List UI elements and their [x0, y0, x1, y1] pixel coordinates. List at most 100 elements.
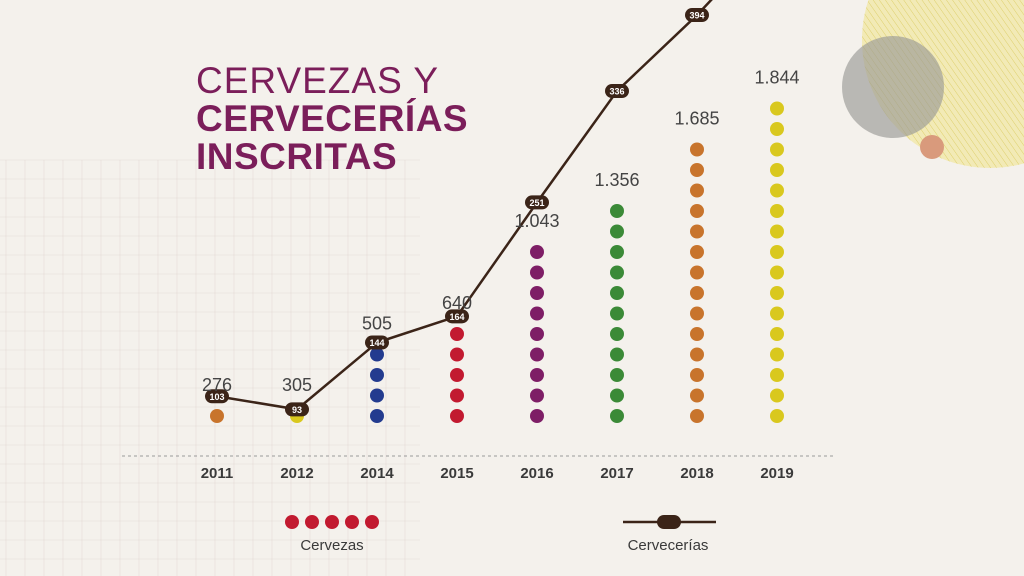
- cervecerias-value-label: 103: [209, 392, 224, 402]
- cervezas-dot: [690, 306, 704, 321]
- x-tick-label: 2014: [360, 465, 394, 482]
- cervecerias-value-label: 336: [609, 87, 624, 97]
- cervezas-dot: [690, 204, 704, 218]
- title-line-1: CERVEZAS Y: [196, 60, 440, 101]
- cervecerias-line-path: [216, 0, 713, 411]
- cervezas-value-label: 1.685: [674, 109, 719, 129]
- cervezas-dot: [690, 163, 704, 177]
- cervezas-value-label: 305: [282, 375, 312, 395]
- cervezas-dot: [770, 183, 784, 198]
- decoration-layer: [842, 0, 1024, 168]
- cervezas-dot: [610, 368, 624, 382]
- cervezas-dot: [770, 388, 784, 403]
- cervezas-dot: [770, 409, 784, 423]
- cervezas-dot: [770, 245, 784, 259]
- cervecerias-value-label: 93: [292, 405, 302, 415]
- legend-cervezas-dot: [305, 515, 319, 529]
- cervezas-dot: [610, 204, 624, 218]
- cervecerias-marker: [525, 195, 549, 210]
- legend-cervezas-label: Cervezas: [300, 537, 363, 554]
- legend-cervezas-dot: [285, 515, 299, 529]
- cervezas-dot: [690, 265, 704, 280]
- cervezas-value-label: 1.356: [594, 170, 639, 190]
- cervezas-dot: [370, 388, 384, 403]
- cervezas-dot: [690, 409, 704, 423]
- cervezas-dot: [530, 388, 544, 403]
- cervezas-dot: [450, 327, 464, 341]
- x-tick-label: 2019: [760, 465, 793, 482]
- cervezas-dot: [530, 286, 544, 300]
- cervezas-dot: [770, 265, 784, 280]
- cervecerias-marker: [445, 309, 469, 324]
- cervezas-dot: [530, 265, 544, 280]
- cervezas-dot: [770, 224, 784, 239]
- cervezas-value-label: 1.844: [754, 68, 799, 88]
- chart-title: CERVEZAS Y CERVECERÍAS INSCRITAS: [196, 62, 468, 176]
- cervezas-dot: [690, 142, 704, 157]
- cervezas-dot: [610, 388, 624, 403]
- cervezas-dot: [450, 368, 464, 382]
- legend-cervecerias-marker: [657, 515, 681, 529]
- cervezas-dot: [450, 388, 464, 403]
- cervecerias-value-label: 144: [369, 338, 384, 348]
- cervezas-dot: [770, 306, 784, 321]
- cervezas-dots: [210, 101, 784, 423]
- cervezas-value-label: 505: [362, 314, 392, 334]
- cervezas-dot: [770, 101, 784, 116]
- cervezas-dot: [690, 286, 704, 300]
- x-tick-label: 2012: [280, 465, 313, 482]
- value-labels: 276 305 505 640 1.043 1.356 1.685 1.844: [202, 68, 800, 396]
- cervezas-dot: [610, 265, 624, 280]
- cervezas-dot: [770, 347, 784, 362]
- cervezas-dot: [610, 327, 624, 341]
- cervecerias-marker: [285, 402, 309, 417]
- cervezas-dot: [690, 347, 704, 362]
- cervezas-dot: [690, 327, 704, 341]
- cervezas-dot: [530, 245, 544, 259]
- cervezas-value-label: 276: [202, 375, 232, 395]
- cervezas-dot: [770, 204, 784, 218]
- cervecerias-value-label: 394: [689, 11, 704, 21]
- title-line-3: INSCRITAS: [196, 136, 398, 177]
- cervezas-dot: [690, 183, 704, 198]
- deco-salmon-circle: [920, 135, 944, 159]
- cervezas-dot: [530, 347, 544, 362]
- cervezas-dot: [610, 306, 624, 321]
- x-tick-label: 2017: [600, 465, 633, 482]
- cervezas-dot: [770, 327, 784, 341]
- cervezas-dot: [690, 368, 704, 382]
- x-tick-label: 2018: [680, 465, 713, 482]
- cervezas-dot: [370, 368, 384, 382]
- cervezas-dot: [450, 409, 464, 423]
- legend-cervecerias-label: Cervecerías: [628, 537, 709, 554]
- background-grid: [0, 159, 420, 576]
- cervezas-dot: [610, 409, 624, 423]
- cervezas-dot: [530, 409, 544, 423]
- cervezas-dot: [610, 245, 624, 259]
- legend: Cervezas Cervecerías: [285, 515, 716, 554]
- x-tick-label: 2015: [440, 465, 473, 482]
- cervezas-dot: [690, 224, 704, 239]
- legend-cervezas-dot: [345, 515, 359, 529]
- cervezas-dot: [450, 347, 464, 362]
- cervecerias-line: 10393144164251336394459: [205, 0, 713, 417]
- x-axis: 2011 2012 2014 2015 2016 2017 2018 2019: [122, 455, 836, 482]
- cervezas-dot: [690, 245, 704, 259]
- cervezas-dot: [610, 286, 624, 300]
- cervecerias-marker: [605, 84, 629, 99]
- cervezas-dot: [610, 347, 624, 362]
- cervezas-dot: [770, 142, 784, 157]
- cervezas-dot: [770, 368, 784, 382]
- cervecerias-marker: [365, 335, 389, 350]
- x-tick-label: 2016: [520, 465, 553, 482]
- cervezas-dot: [610, 224, 624, 239]
- cervezas-dot: [530, 368, 544, 382]
- deco-gray-circle: [842, 36, 944, 138]
- cervezas-dot: [370, 347, 384, 362]
- cervezas-dot: [770, 163, 784, 177]
- cervezas-value-label: 640: [442, 293, 472, 313]
- cervecerias-value-label: 251: [529, 198, 544, 208]
- cervezas-dot: [770, 122, 784, 136]
- cervezas-dot: [530, 306, 544, 321]
